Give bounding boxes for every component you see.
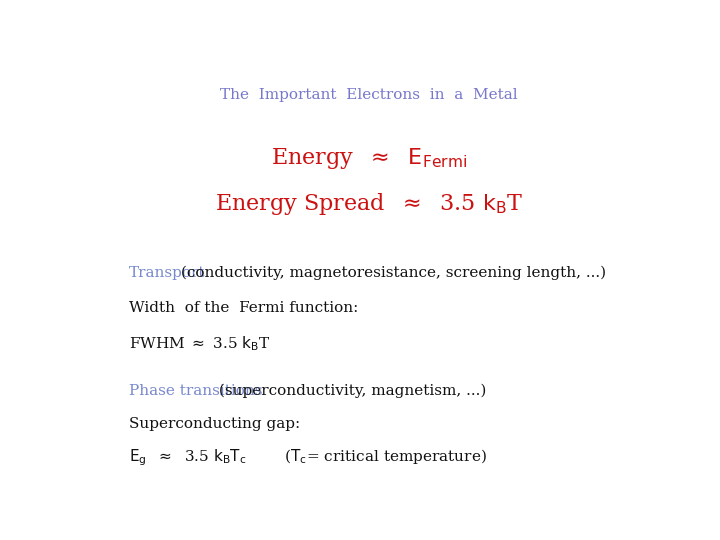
Text: Transport: Transport <box>129 266 206 280</box>
Text: (superconductivity, magnetism, ...): (superconductivity, magnetism, ...) <box>214 384 486 399</box>
Text: Phase transitions: Phase transitions <box>129 384 263 398</box>
Text: (conductivity, magnetoresistance, screening length, ...): (conductivity, magnetoresistance, screen… <box>176 266 607 280</box>
Text: The  Important  Electrons  in  a  Metal: The Important Electrons in a Metal <box>220 87 518 102</box>
Text: Superconducting gap:: Superconducting gap: <box>129 417 300 431</box>
Text: $\mathrm{E_g}$  $\approx$  3.5 $\mathrm{k_B T_c}$        ($\mathrm{T_c}$= critic: $\mathrm{E_g}$ $\approx$ 3.5 $\mathrm{k_… <box>129 448 487 468</box>
Text: Energy Spread  $\approx$  3.5 $\mathrm{k_B}$T: Energy Spread $\approx$ 3.5 $\mathrm{k_B… <box>215 191 523 217</box>
Text: Width  of the  Fermi function:: Width of the Fermi function: <box>129 301 359 315</box>
Text: FWHM $\approx$ 3.5 $\mathrm{k_B}$T: FWHM $\approx$ 3.5 $\mathrm{k_B}$T <box>129 334 271 353</box>
Text: Energy  $\approx$  $\mathrm{E_{Fermi}}$: Energy $\approx$ $\mathrm{E_{Fermi}}$ <box>271 146 467 171</box>
